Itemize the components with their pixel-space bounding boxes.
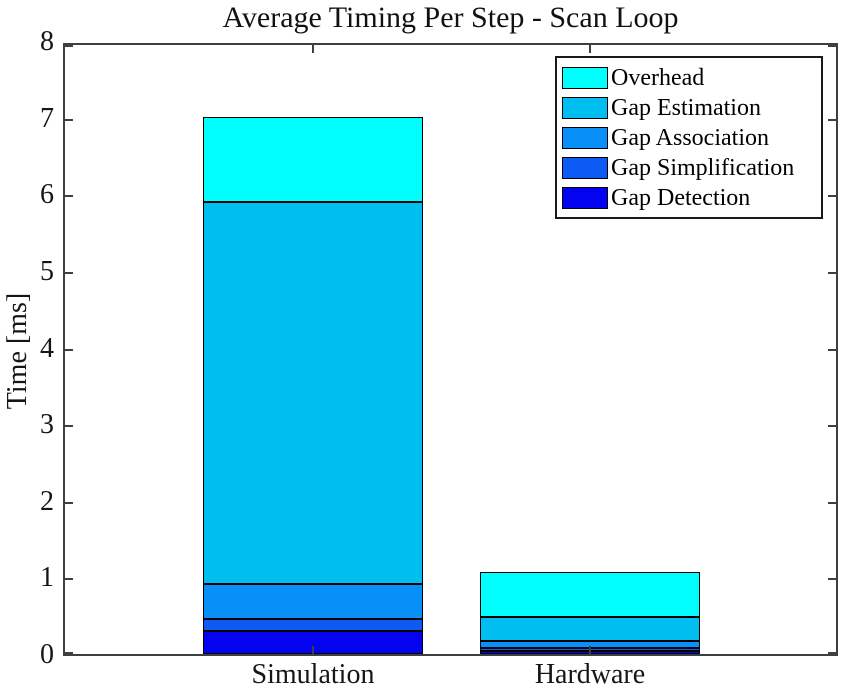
y-axis-tick-label: 1 xyxy=(40,562,54,594)
legend-swatch-gap-detection xyxy=(562,187,608,209)
y-axis-tick-right xyxy=(828,501,836,504)
legend-label: Gap Simplification xyxy=(611,154,795,181)
legend-label: Gap Association xyxy=(611,124,769,151)
y-axis-tick-label: 4 xyxy=(40,332,54,364)
y-axis-tick-left xyxy=(65,348,73,351)
legend: Overhead Gap Estimation Gap Association Gap… xyxy=(555,56,823,219)
legend-swatch-overhead xyxy=(562,67,608,89)
bar-simulation xyxy=(203,116,423,654)
y-axis-tick-right xyxy=(828,425,836,428)
legend-item-gap-simplification: Gap Simplification xyxy=(562,153,821,183)
legend-item-gap-association: Gap Association xyxy=(562,123,821,153)
y-axis-tick-right xyxy=(828,271,836,274)
y-axis-tick-left xyxy=(65,578,73,581)
bar-hardware xyxy=(480,572,700,654)
bar-segment-gap-association xyxy=(203,584,423,619)
x-axis-category-label-hardware: Hardware xyxy=(534,659,646,690)
legend-label: Gap Estimation xyxy=(611,94,761,121)
legend-swatch-gap-association xyxy=(562,127,608,149)
legend-swatch-gap-simplification xyxy=(562,157,608,179)
legend-label: Overhead xyxy=(611,64,705,91)
y-axis-tick-right xyxy=(828,195,836,198)
y-axis-tick-left xyxy=(65,501,73,504)
chart-title: Average Timing Per Step - Scan Loop xyxy=(222,1,679,34)
x-axis-category-label-simulation: Simulation xyxy=(251,659,375,690)
x-axis-tick-top xyxy=(589,45,591,53)
y-axis-tick-left xyxy=(65,118,73,121)
x-axis-tick-bottom xyxy=(589,646,591,654)
y-axis-tick-left xyxy=(65,652,73,654)
bar-segment-gap-estimation xyxy=(203,201,423,585)
y-axis-tick-label: 0 xyxy=(40,639,54,670)
y-axis-tick-left xyxy=(65,271,73,274)
y-axis-tick-label: 2 xyxy=(40,485,54,517)
y-axis-tick-left xyxy=(65,45,73,47)
x-axis-tick-top xyxy=(312,45,314,53)
y-axis-tick-left xyxy=(65,425,73,428)
legend-item-gap-detection: Gap Detection xyxy=(562,183,821,213)
y-axis-tick-label: 5 xyxy=(40,255,54,287)
y-axis-tick-label: 6 xyxy=(40,179,54,211)
bar-segment-gap-estimation xyxy=(480,617,700,641)
y-axis-tick-right xyxy=(828,578,836,581)
y-axis-tick-right xyxy=(828,118,836,121)
x-axis-tick-bottom xyxy=(312,646,314,654)
y-axis-tick-left xyxy=(65,195,73,198)
y-axis-tick-right xyxy=(828,652,836,654)
legend-swatch-gap-estimation xyxy=(562,97,608,119)
legend-item-gap-estimation: Gap Estimation xyxy=(562,93,821,123)
bar-segment-overhead xyxy=(480,572,700,618)
bar-segment-overhead xyxy=(203,116,423,202)
legend-item-overhead: Overhead xyxy=(562,63,821,93)
y-axis-tick-right xyxy=(828,348,836,351)
y-axis-tick-label: 7 xyxy=(40,102,54,134)
bar-segment-gap-simplification xyxy=(203,618,423,632)
legend-label: Gap Detection xyxy=(611,184,751,211)
y-axis-tick-label: 8 xyxy=(40,26,54,57)
y-axis-tick-right xyxy=(828,45,836,47)
y-axis-tick-label: 3 xyxy=(40,409,54,441)
